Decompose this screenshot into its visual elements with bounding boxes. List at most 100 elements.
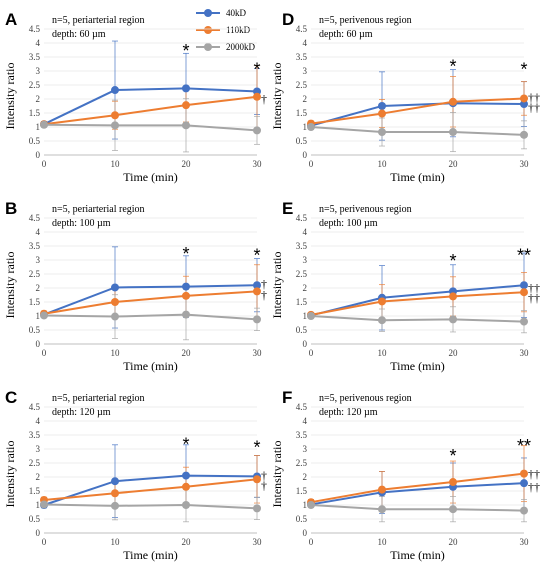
y-tick-label: 3 — [36, 444, 41, 454]
series-line — [310, 284, 525, 317]
y-tick-label: 0.5 — [29, 514, 41, 524]
annotation-line2: depth: 100 µm — [319, 218, 378, 229]
y-tick-label: 1 — [303, 500, 308, 510]
y-tick-label: 3 — [36, 255, 41, 265]
y-tick-label: 0 — [36, 528, 41, 538]
panel-letter: E — [282, 199, 293, 218]
y-tick-label: 2.5 — [29, 458, 41, 468]
data-point — [40, 120, 48, 129]
data-point — [449, 315, 457, 324]
x-tick-label: 0 — [42, 348, 47, 358]
series-2000kd — [307, 123, 528, 139]
panel-b: B 0 0.5 1 1.5 2 2.5 3 3.5 4 4.5 0 10 20 30 Time (min) In… — [3, 199, 267, 373]
y-tick-label: 1.5 — [29, 297, 41, 307]
panel-letter: A — [5, 10, 17, 29]
series-110kd — [307, 469, 528, 507]
y-tick-label: 0 — [303, 150, 308, 160]
panel-letter: B — [5, 199, 17, 218]
y-tick-label: 4 — [36, 227, 41, 237]
x-tick-label: 0 — [42, 537, 47, 547]
x-tick-label: 10 — [378, 159, 388, 169]
dagger-marker: †† — [528, 91, 540, 105]
series-2000kd — [40, 310, 261, 324]
panel-letter: D — [282, 10, 294, 29]
y-tick-label: 3.5 — [29, 430, 41, 440]
x-tick-label: 30 — [520, 159, 530, 169]
x-tick-label: 20 — [182, 348, 192, 358]
x-tick-label: 10 — [111, 348, 121, 358]
x-tick-label: 20 — [449, 348, 459, 358]
series-110kd — [40, 475, 261, 504]
x-axis-title: Time (min) — [390, 548, 445, 562]
x-axis-title: Time (min) — [390, 170, 445, 184]
series-line — [43, 474, 258, 506]
y-tick-label: 4.5 — [29, 24, 41, 34]
y-tick-label: 2 — [303, 472, 308, 482]
y-tick-label: 3 — [303, 444, 308, 454]
annotation-line2: depth: 60 µm — [319, 29, 373, 40]
data-point — [182, 471, 190, 480]
y-tick-label: 2 — [303, 94, 308, 104]
annotation-line2: depth: 60 µm — [52, 29, 106, 40]
data-point — [111, 477, 119, 486]
legend: 40kD 110kD 2000kD — [196, 8, 256, 52]
x-axis-title: Time (min) — [123, 548, 178, 562]
y-tick-label: 4 — [36, 416, 41, 426]
data-point — [182, 121, 190, 130]
series-110kd — [307, 288, 528, 319]
data-point — [111, 298, 119, 306]
data-point — [182, 501, 190, 509]
dagger-marker: † — [261, 92, 267, 106]
legend-label-2000kd: 2000kD — [226, 42, 256, 52]
x-tick-label: 20 — [449, 537, 459, 547]
legend-label-110kd: 110kD — [226, 25, 251, 35]
y-axis-title: Intensity ratio — [270, 441, 284, 508]
data-point — [40, 500, 48, 509]
y-tick-label: 0 — [303, 339, 308, 349]
y-tick-label: 3.5 — [29, 52, 41, 62]
y-tick-label: 0.5 — [29, 325, 41, 335]
y-tick-label: 1.5 — [296, 297, 308, 307]
y-tick-label: 2.5 — [29, 269, 41, 279]
data-point — [111, 312, 119, 321]
data-point — [520, 281, 528, 290]
y-tick-label: 4 — [36, 38, 41, 48]
series-line — [310, 291, 525, 316]
data-point — [182, 291, 190, 300]
panel-f: F 0 0.5 1 1.5 2 2.5 3 3.5 4 4.5 0 10 20 30 Time (min) In… — [270, 388, 540, 562]
dagger-marker: † — [261, 288, 267, 302]
x-tick-label: 20 — [182, 537, 192, 547]
series-line — [310, 102, 525, 127]
data-point — [182, 282, 190, 291]
significance-marker: ** — [517, 436, 531, 456]
x-tick-label: 0 — [309, 159, 314, 169]
x-axis-title: Time (min) — [123, 359, 178, 373]
dagger-marker: †† — [528, 281, 540, 295]
y-tick-label: 2.5 — [296, 80, 308, 90]
x-tick-label: 10 — [111, 537, 121, 547]
y-tick-label: 1 — [36, 122, 41, 132]
data-point — [520, 130, 528, 139]
y-tick-label: 4 — [303, 38, 308, 48]
y-tick-label: 0.5 — [296, 514, 308, 524]
data-point — [253, 504, 261, 513]
y-tick-label: 2 — [36, 472, 41, 482]
x-tick-label: 20 — [449, 159, 459, 169]
x-tick-label: 0 — [309, 348, 314, 358]
data-point — [253, 126, 261, 135]
data-point — [378, 102, 386, 110]
y-tick-label: 3.5 — [296, 241, 308, 251]
significance-marker: * — [182, 41, 189, 61]
y-tick-label: 3 — [36, 66, 41, 76]
y-tick-label: 2 — [303, 283, 308, 293]
data-point — [253, 92, 261, 101]
dagger-marker: † — [261, 478, 267, 492]
data-point — [111, 489, 119, 498]
significance-marker: ** — [517, 246, 531, 266]
legend-item-40kd: 40kD — [196, 8, 247, 18]
series-40kd — [40, 84, 261, 129]
data-point — [253, 281, 261, 290]
y-tick-label: 0.5 — [29, 136, 41, 146]
dagger-marker: †† — [528, 467, 540, 481]
